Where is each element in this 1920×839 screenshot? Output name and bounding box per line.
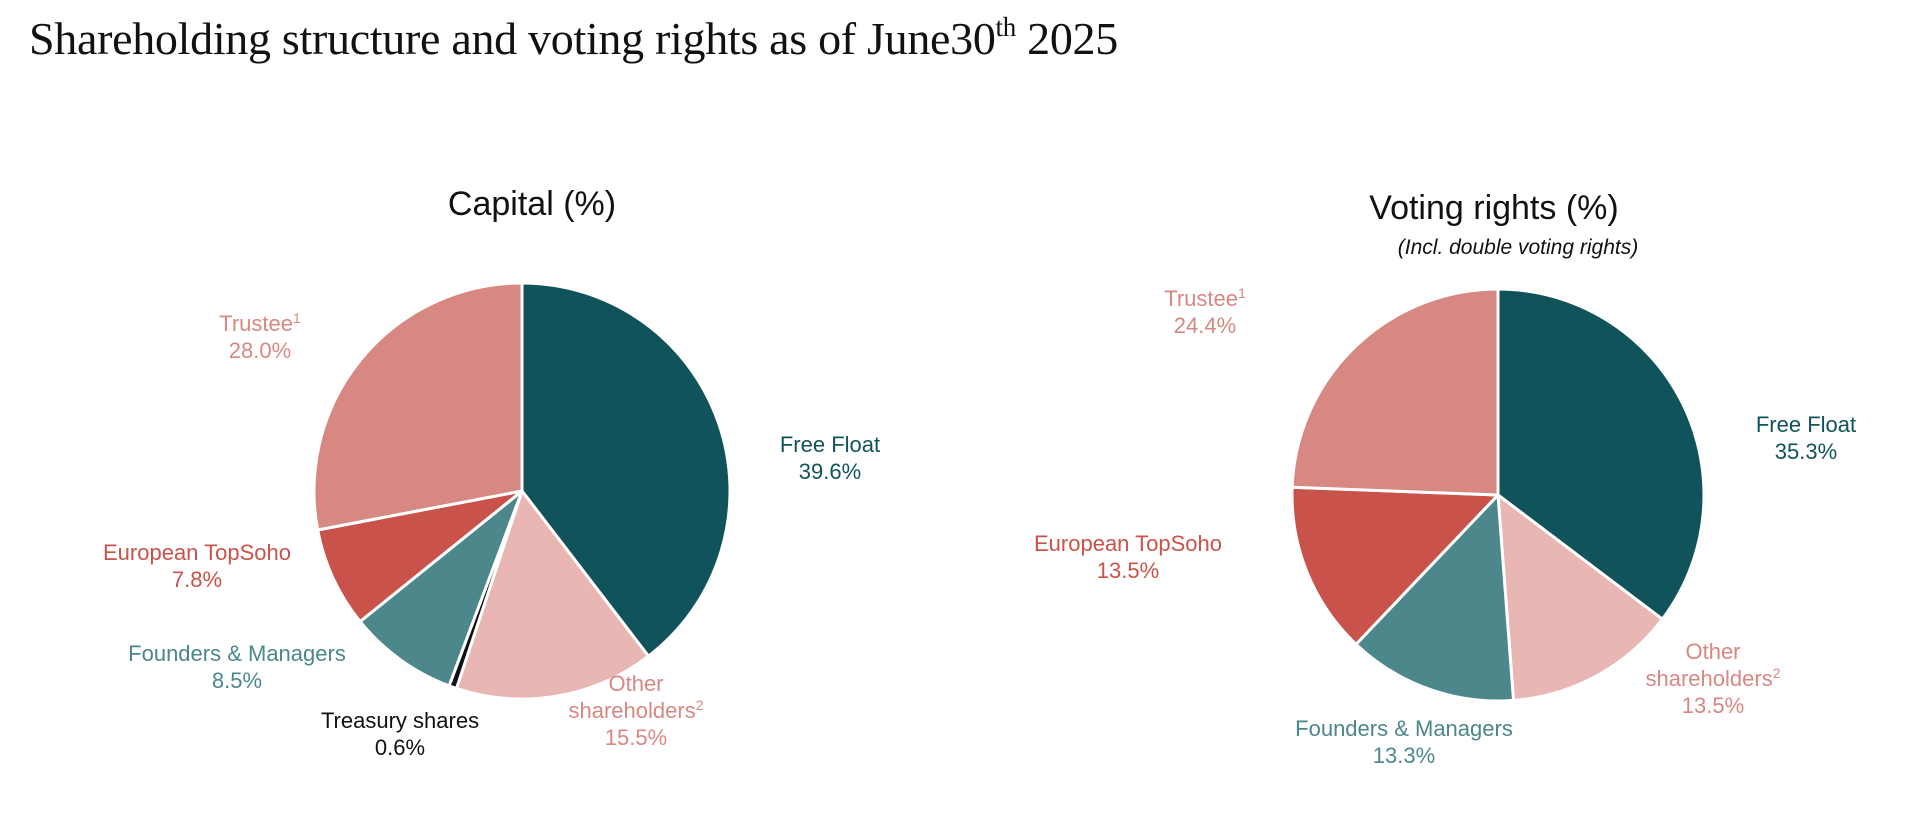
voting-chart-subtitle: (Incl. double voting rights) — [1398, 236, 1638, 259]
capital-chart-title: Capital (%) — [448, 185, 616, 223]
slice-label-free-float: Free Float 39.6% — [780, 432, 880, 484]
page-title-main: Shareholding structure and voting rights… — [29, 13, 996, 64]
pie-slice-trustee — [312, 281, 524, 532]
page-title-year: 2025 — [1015, 13, 1118, 64]
slice-label-trustee: Trustee1 28.0% — [219, 310, 301, 363]
voting-pie: Free Float 35.3% Other shareholders2 13.5% Fo… — [1034, 285, 1856, 768]
pie-slice-free-float — [1496, 287, 1706, 621]
slice-label-treasury-shares: Treasury shares 0.6% — [321, 708, 479, 760]
page-title: Shareholding structure and voting rights… — [29, 12, 1118, 65]
pie-slice-other-shareholders — [454, 489, 650, 701]
slice-label-other-shareholders: Other shareholders2 13.5% — [1646, 639, 1781, 718]
capital-pie: Free Float 39.6% Other shareholders2 15.5% Tr… — [103, 281, 880, 760]
slice-label-european-topsoho: European TopSoho 7.8% — [103, 540, 291, 592]
page-title-sup: th — [995, 12, 1017, 42]
voting-chart-title: Voting rights (%) — [1369, 189, 1618, 227]
pie-slice-founders-managers — [358, 489, 524, 688]
pie-slice-european-topsoho — [1290, 485, 1500, 646]
slice-label-free-float: Free Float 35.3% — [1756, 412, 1856, 464]
slice-label-trustee: Trustee1 24.4% — [1164, 285, 1246, 338]
slice-label-founders-managers: Founders & Managers 8.5% — [128, 641, 346, 693]
pie-slice-other-shareholders — [1496, 493, 1664, 702]
slice-label-founders-managers: Founders & Managers 13.3% — [1295, 716, 1513, 768]
slice-label-other-shareholders: Other shareholders2 15.5% — [569, 671, 704, 750]
pie-slice-free-float — [520, 281, 732, 658]
pie-slice-european-topsoho — [316, 489, 524, 624]
slice-label-european-topsoho: European TopSoho 13.5% — [1034, 531, 1222, 583]
pie-slice-trustee — [1290, 287, 1500, 497]
pie-slice-founders-managers — [1354, 493, 1516, 703]
